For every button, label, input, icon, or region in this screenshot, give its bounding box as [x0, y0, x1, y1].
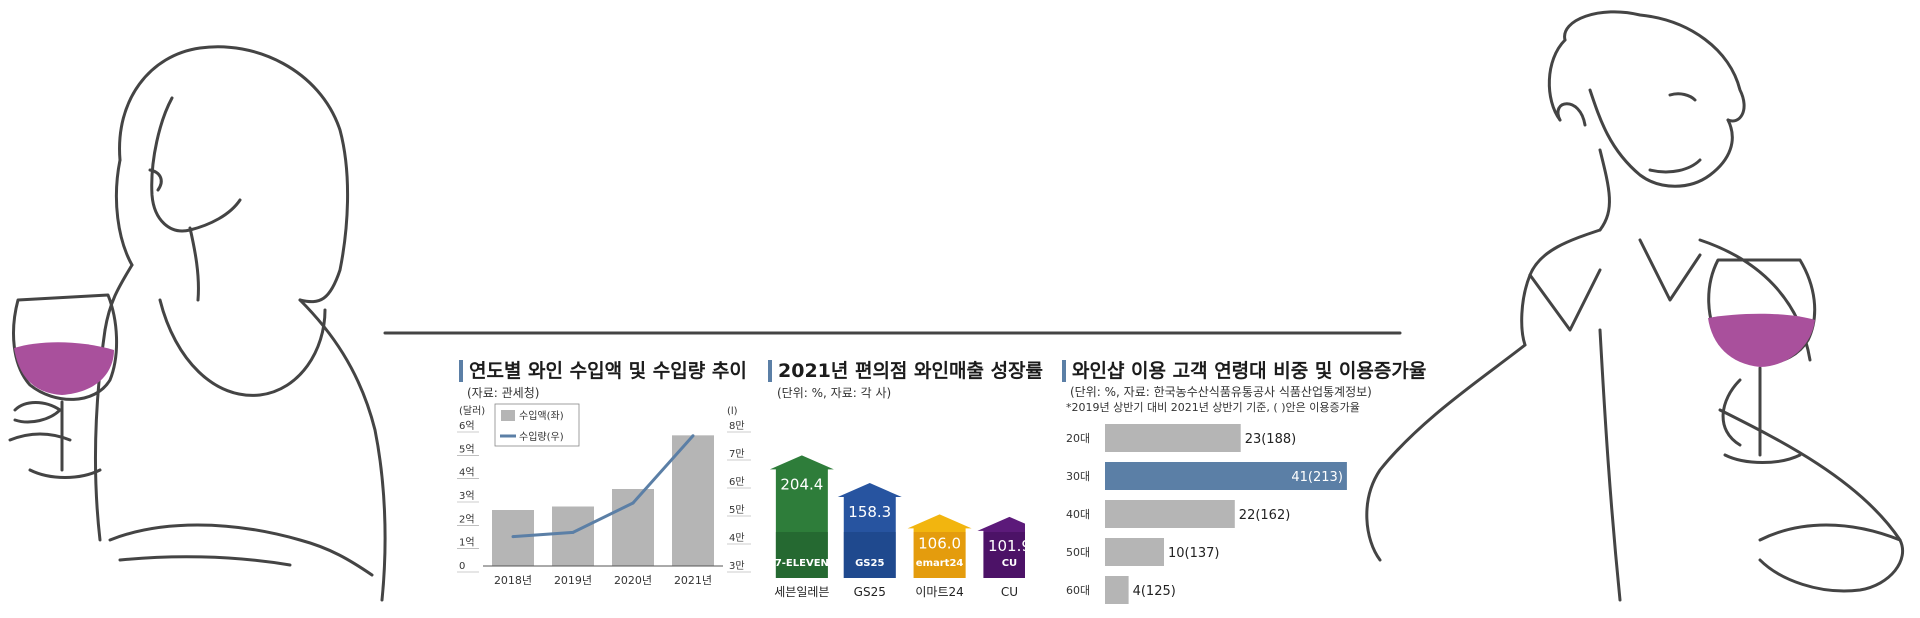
- age-share-bar: [1105, 576, 1129, 604]
- growth-value-label: 106.0: [918, 534, 961, 552]
- brand-logo-text: 7-ELEVEN: [775, 558, 829, 569]
- age-share-value-label: 23(188): [1245, 432, 1297, 447]
- import-volume-point: [571, 530, 575, 534]
- chart2-title: 2021년 편의점 와인매출 성장률: [768, 360, 1043, 382]
- x-tick-label: 2020년: [614, 574, 652, 587]
- store-name-label: 세븐일레븐: [774, 585, 829, 599]
- right-axis-unit: (l): [727, 406, 738, 417]
- right-tick-label: 5만: [729, 504, 745, 516]
- x-tick-label: 2019년: [554, 574, 592, 587]
- growth-value-label: 158.3: [848, 503, 891, 521]
- age-group-label: 20대: [1066, 432, 1090, 445]
- store-growth-chart-panel: 2021년 편의점 와인매출 성장률 (단위: %, 자료: 각 사) 204.…: [765, 358, 1043, 608]
- store-growth-chart: 204.4 7-ELEVEN 세븐일레븐 158.3 GS25 GS25 106.0 emar…: [769, 455, 1025, 599]
- legend: 수입액(좌) 수입량(우): [494, 403, 580, 447]
- import-amount-bar: [552, 506, 594, 566]
- age-share-chart: 20대 23(188) 30대 41(213) 40대 22(162) 50대 10(137)…: [1066, 424, 1347, 604]
- chart3-title: 와인샵 이용 고객 연령대 비중 및 이용증가율: [1062, 360, 1426, 382]
- age-group-label: 60대: [1066, 584, 1090, 597]
- store-name-label: 이마트24: [915, 585, 963, 599]
- age-share-chart-panel: 와인샵 이용 고객 연령대 비중 및 이용증가율 (단위: %, 자료: 한국농…: [1060, 358, 1426, 608]
- growth-arrow-bar: 204.4 7-ELEVEN: [769, 455, 834, 578]
- left-tick-label: 0: [459, 561, 465, 572]
- chart3-note: *2019년 상반기 대비 2021년 상반기 기준, ( )안은 이용증가율: [1066, 401, 1360, 414]
- growth-arrow-bar: 106.0 emart24: [907, 514, 972, 578]
- age-share-bar: [1105, 462, 1347, 490]
- age-group-label: 50대: [1066, 546, 1090, 559]
- arrow-base-shade: [775, 532, 828, 578]
- left-tick-label: 6억: [459, 420, 475, 432]
- brand-logo-text: emart24: [916, 558, 964, 569]
- import-volume-line: [512, 434, 695, 539]
- brand-logo-text: GS25: [855, 558, 884, 569]
- right-tick-label: 6만: [729, 476, 745, 488]
- growth-value-label: 101.9: [988, 537, 1025, 555]
- age-share-value-label: 4(125): [1133, 584, 1176, 599]
- import-trend-chart: (달러) (l) 0 1억 2억 3억 4억 5억 6억 3만 4만 5만 6만 7만 8만 2018년 201…: [457, 403, 751, 587]
- age-share-value-label: 10(137): [1168, 546, 1220, 561]
- chart2-source: (단위: %, 자료: 각 사): [777, 386, 892, 400]
- import-volume-point: [511, 535, 515, 539]
- growth-arrow-bar: 101.9 CU: [977, 516, 1025, 578]
- chart3-source: (단위: %, 자료: 한국농수산식품유통공사 식품산업통계정보): [1070, 385, 1372, 399]
- age-share-bar: [1105, 538, 1164, 566]
- age-group-label: 40대: [1066, 508, 1090, 521]
- chart1-source: (자료: 관세청): [467, 386, 540, 400]
- left-tick-label: 2억: [459, 513, 475, 525]
- arrow-base-shade: [983, 532, 1025, 578]
- age-group-label: 30대: [1066, 470, 1090, 483]
- right-tick-label: 7만: [729, 448, 745, 460]
- arrow-base-shade: [913, 532, 966, 578]
- chart1-title: 연도별 와인 수입액 및 수입량 추이: [459, 360, 747, 382]
- right-tick-label: 3만: [729, 560, 745, 572]
- store-name-label: CU: [1001, 585, 1018, 599]
- left-tick-label: 1억: [459, 537, 475, 549]
- import-volume-point: [691, 434, 695, 438]
- brand-logo-text: CU: [1002, 558, 1017, 569]
- legend-bar-label: 수입액(좌): [519, 409, 564, 422]
- arrow-base-shade: [843, 532, 896, 578]
- growth-value-label: 204.4: [780, 475, 823, 493]
- legend-bar-swatch: [501, 410, 515, 421]
- age-share-bar: [1105, 500, 1235, 528]
- left-tick-label: 5억: [459, 443, 475, 455]
- age-share-bar: [1105, 424, 1241, 452]
- store-name-label: GS25: [854, 585, 886, 599]
- left-tick-label: 3억: [459, 490, 475, 502]
- left-axis-unit: (달러): [459, 405, 485, 417]
- x-tick-label: 2021년: [674, 574, 712, 587]
- age-share-value-label: 41(213): [1291, 470, 1343, 485]
- left-tick-label: 4억: [459, 467, 475, 479]
- age-share-value-label: 22(162): [1239, 508, 1291, 523]
- import-volume-point: [631, 501, 635, 505]
- legend-line-label: 수입량(우): [519, 430, 564, 443]
- right-tick-label: 8만: [729, 420, 745, 432]
- import-amount-bar: [672, 435, 714, 566]
- x-tick-label: 2018년: [494, 574, 532, 587]
- right-tick-label: 4만: [729, 532, 745, 544]
- import-amount-bar: [612, 489, 654, 566]
- growth-arrow-bar: 158.3 GS25: [837, 483, 902, 578]
- import-trend-chart-panel: 연도별 와인 수입액 및 수입량 추이 (자료: 관세청) (달러) (l) 0 1억…: [455, 358, 755, 608]
